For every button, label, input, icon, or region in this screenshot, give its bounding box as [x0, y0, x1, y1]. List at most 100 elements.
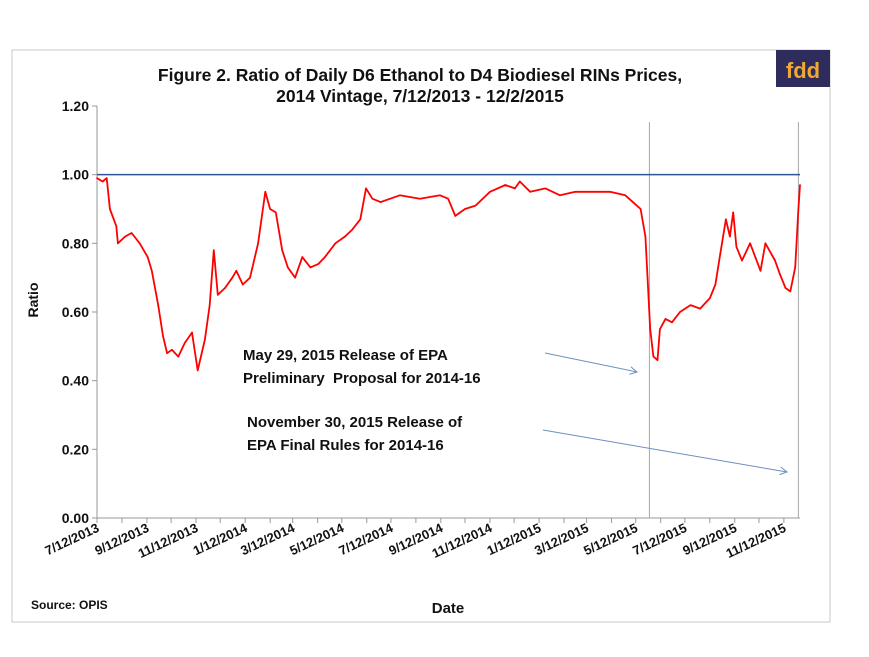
data-point	[105, 177, 108, 179]
x-axis-label: Date	[432, 600, 465, 617]
data-point	[334, 242, 337, 245]
data-point	[639, 208, 642, 210]
data-point	[474, 204, 477, 207]
data-point	[249, 276, 251, 279]
data-point	[419, 197, 421, 200]
data-point	[212, 249, 215, 251]
annotation-1: May 29, 2015 Release of EPA Preliminary …	[243, 347, 481, 387]
data-point	[241, 283, 244, 286]
data-point	[96, 177, 98, 179]
data-point	[359, 218, 362, 221]
data-point	[124, 235, 126, 238]
data-point	[779, 273, 781, 276]
y-tick-label: 1.00	[62, 167, 89, 183]
data-point	[274, 211, 277, 214]
data-point	[644, 235, 647, 238]
data-point	[794, 266, 796, 269]
data-point	[735, 245, 738, 248]
data-point	[101, 180, 104, 183]
source-note: Source: OPIS	[31, 598, 108, 612]
data-point	[309, 266, 312, 269]
data-point	[741, 259, 743, 262]
annotation-2-line-1: November 30, 2015 Release of	[247, 414, 463, 431]
data-point	[109, 208, 111, 210]
data-point	[774, 259, 776, 262]
data-point	[759, 270, 762, 272]
y-tick-label: 0.20	[62, 441, 89, 457]
data-point	[652, 355, 655, 358]
annotation-arrow	[544, 352, 639, 375]
y-tick-label: 0.60	[62, 304, 89, 320]
data-point	[235, 270, 238, 272]
data-point	[671, 321, 673, 324]
data-point	[659, 328, 661, 330]
data-point	[166, 352, 168, 355]
data-point	[489, 191, 491, 193]
data-point	[447, 197, 449, 200]
data-point	[177, 355, 180, 358]
data-point	[529, 191, 532, 193]
data-point	[398, 194, 401, 197]
data-point	[294, 276, 296, 279]
data-point	[269, 208, 271, 210]
data-point	[544, 187, 547, 190]
data-point	[231, 276, 234, 279]
data-point	[183, 342, 186, 344]
data-point	[789, 290, 792, 293]
data-point	[732, 211, 734, 214]
data-point	[264, 191, 267, 193]
annotation-2-line-2: EPA Final Rules for 2014-16	[247, 437, 444, 454]
annotation-1-line-2: Preliminary Proposal for 2014-16	[243, 370, 481, 387]
data-point	[216, 294, 219, 296]
chart-title: Figure 2. Ratio of Daily D6 Ethanol to D…	[158, 65, 682, 85]
data-point	[208, 304, 211, 306]
y-axis-label: Ratio	[25, 283, 41, 318]
y-tick-label: 0.00	[62, 510, 89, 526]
data-point	[689, 304, 692, 306]
data-point	[224, 287, 226, 289]
data-point	[719, 252, 722, 255]
data-point	[574, 191, 577, 193]
data-point	[714, 283, 717, 286]
data-point	[656, 359, 659, 361]
y-tick-label: 1.20	[62, 98, 89, 114]
data-point	[518, 180, 521, 183]
data-point	[784, 287, 787, 289]
data-point	[725, 218, 727, 221]
data-point	[439, 194, 441, 197]
data-point	[157, 304, 160, 306]
data-point	[589, 191, 591, 193]
data-point	[799, 184, 801, 186]
data-point	[514, 187, 516, 190]
data-point	[344, 235, 346, 238]
data-point	[664, 318, 667, 320]
data-point	[371, 197, 374, 200]
data-point	[171, 348, 173, 351]
annotation-2: November 30, 2015 Release of EPA Final R…	[247, 414, 463, 454]
data-point	[301, 256, 304, 258]
arrow-shaft	[542, 429, 788, 473]
logo: fdd	[776, 50, 830, 87]
data-point	[797, 208, 800, 210]
annotation-1-line-1: May 29, 2015 Release of EPA	[243, 347, 448, 364]
data-point	[130, 232, 133, 234]
data-point	[150, 270, 153, 272]
data-point	[138, 242, 141, 245]
data-point	[204, 338, 206, 341]
data-point	[191, 331, 193, 334]
data-point	[281, 249, 284, 251]
data-point	[146, 256, 149, 258]
data-point	[699, 307, 701, 310]
data-point	[351, 228, 354, 231]
data-point	[162, 335, 164, 337]
logo-text: fdd	[786, 58, 820, 83]
data-point	[115, 225, 118, 227]
data-point	[324, 256, 326, 258]
data-point	[624, 194, 627, 197]
data-point	[257, 242, 259, 245]
data-point	[749, 242, 751, 245]
arrow-shaft	[544, 352, 638, 373]
data-point	[559, 194, 561, 197]
data-point	[709, 297, 711, 300]
